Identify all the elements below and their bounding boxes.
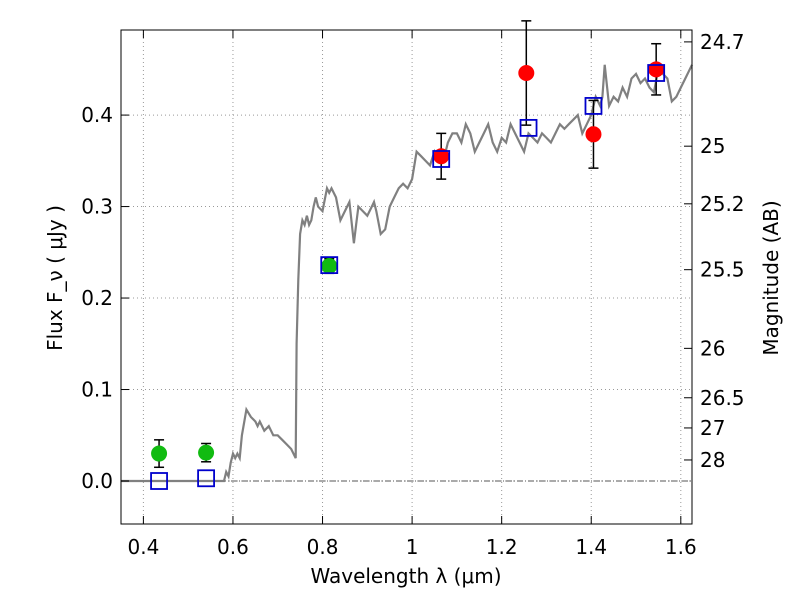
model-square (584, 97, 603, 115)
x-tick-label: 1.4 (575, 535, 607, 559)
green-point (198, 444, 215, 461)
y-axis-label: Flux F_ν ( μJy ) (43, 205, 67, 351)
model-square (197, 469, 215, 488)
x-tick-label: 0.6 (217, 535, 249, 559)
red-point (518, 64, 535, 81)
x-tick-label: 0.4 (127, 535, 159, 559)
plot-frame (120, 29, 693, 525)
model-squares (150, 64, 666, 490)
red-point (585, 126, 602, 143)
right-tick-label: 24.7 (700, 30, 745, 54)
model-square (150, 472, 168, 490)
right-tick-label: 28 (700, 448, 725, 472)
model-square (320, 256, 339, 275)
right-tick-label: 26 (700, 336, 725, 360)
right-tick-label: 27 (700, 416, 725, 440)
ticks (121, 30, 692, 524)
x-tick-label: 1 (406, 535, 419, 559)
green-points (151, 258, 338, 462)
model-square (519, 118, 538, 137)
red-point (433, 148, 450, 165)
red-points (433, 61, 665, 165)
model-spectrum-line (121, 64, 693, 483)
x-tick-labels: 0.4 0.6 0.8 1 1.2 1.4 1.6 (127, 535, 696, 559)
plot-area (121, 20, 693, 490)
right-tick-label: 25.2 (700, 192, 745, 216)
x-axis-label: Wavelength λ (μm) (310, 564, 501, 588)
right-tick-labels: 24.7 25 25.2 25.5 26 26.5 27 28 (700, 30, 745, 472)
green-point (321, 258, 338, 275)
x-tick-label: 0.8 (307, 535, 339, 559)
x-tick-label: 1.6 (665, 535, 697, 559)
model-square (432, 150, 451, 168)
x-tick-label: 1.2 (486, 535, 518, 559)
y-tick-label: 0.2 (81, 286, 113, 310)
model-square (647, 64, 666, 82)
y-tick-label: 0.4 (81, 103, 113, 127)
y-tick-label: 0.0 (81, 469, 113, 493)
right-axis-label: Magnitude (AB) (759, 200, 783, 355)
y-tick-labels: 0.0 0.1 0.2 0.3 0.4 (81, 103, 113, 493)
right-tick-label: 25 (700, 134, 725, 158)
red-point (648, 61, 665, 78)
y-tick-label: 0.1 (81, 378, 113, 402)
right-tick-label: 26.5 (700, 386, 745, 410)
y-tick-label: 0.3 (81, 195, 113, 219)
green-point (151, 445, 168, 462)
right-tick-label: 25.5 (700, 258, 745, 282)
